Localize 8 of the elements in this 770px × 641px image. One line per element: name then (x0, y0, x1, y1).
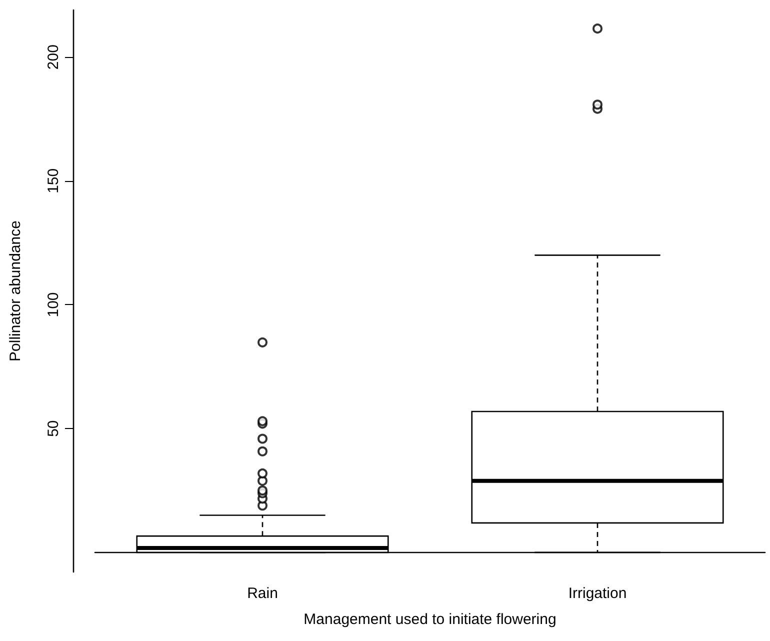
x-tick-label: Irrigation (568, 585, 627, 602)
y-tick-label: 150 (45, 168, 62, 194)
y-tick-label: 200 (45, 44, 62, 70)
y-tick-label: 50 (45, 420, 62, 437)
x-tick-label: Rain (247, 585, 278, 602)
y-axis-title: Pollinator abundance (7, 220, 24, 362)
y-tick-label: 100 (45, 292, 62, 318)
x-axis-title: Management used to initiate flowering (304, 611, 556, 628)
